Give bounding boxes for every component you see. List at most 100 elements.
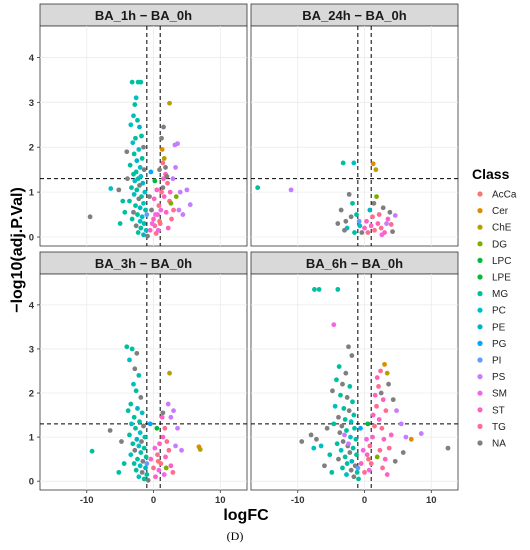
data-point [372, 423, 377, 429]
data-point [137, 430, 143, 436]
data-point [129, 216, 135, 222]
x-tick-label: -10 [80, 495, 94, 506]
x-tick-label: 0 [362, 495, 367, 506]
data-point [141, 221, 147, 226]
facet-strip-title: BA_6h − BA_0h [306, 256, 403, 271]
data-point [129, 79, 135, 85]
data-point [348, 467, 354, 473]
data-point [367, 207, 373, 213]
y-tick-label: 4 [29, 53, 35, 64]
data-point [197, 447, 203, 452]
legend-entries: AcCa Cer ChE DG LPC LPE MG PC PE PG PI PS SM ST TG NA [477, 190, 517, 450]
data-point [141, 167, 147, 173]
data-point [129, 185, 134, 191]
data-point [338, 447, 344, 453]
data-point [331, 322, 337, 328]
x-tick-label: 0 [151, 495, 156, 506]
data-point [354, 452, 359, 458]
data-point [166, 447, 172, 453]
data-point [153, 474, 158, 480]
data-point [168, 200, 174, 206]
data-point [364, 218, 369, 224]
y-tick-label: 2 [29, 143, 34, 154]
data-point [327, 452, 333, 458]
data-point [357, 223, 363, 229]
data-point [128, 452, 134, 458]
data-point [347, 384, 353, 389]
data-point [159, 414, 165, 420]
data-point [165, 401, 171, 407]
data-point [137, 463, 143, 469]
data-point [89, 448, 95, 454]
data-point [380, 205, 386, 211]
data-point [372, 227, 377, 233]
data-point [149, 207, 154, 213]
data-point [163, 165, 168, 170]
data-point [390, 229, 395, 235]
data-point [157, 218, 162, 224]
data-point [334, 377, 339, 383]
data-point [380, 397, 386, 403]
data-point [164, 439, 170, 444]
data-point [149, 221, 155, 226]
data-point [398, 421, 404, 427]
data-point [130, 140, 136, 146]
data-point [161, 194, 167, 200]
data-point [116, 469, 122, 475]
data-point [376, 384, 381, 389]
data-point [376, 212, 382, 217]
data-point [164, 174, 170, 179]
data-point [344, 428, 349, 433]
data-point [163, 209, 169, 215]
legend-label: ST [492, 405, 505, 416]
legend-swatch [477, 357, 483, 363]
data-point [384, 472, 390, 477]
data-point [350, 399, 355, 405]
data-point [184, 187, 190, 193]
data-point [136, 147, 142, 152]
data-point [165, 180, 170, 186]
legend-swatch [477, 241, 483, 247]
data-point [138, 225, 144, 231]
data-point [364, 452, 370, 458]
data-point [176, 207, 182, 213]
data-point [337, 430, 343, 436]
data-point [152, 445, 158, 451]
data-point [187, 202, 193, 208]
data-point [125, 408, 131, 414]
data-point [374, 454, 380, 460]
y-tick-label: 3 [29, 98, 34, 109]
data-point [379, 232, 385, 238]
y-tick-label: 4 [29, 300, 35, 311]
data-point [167, 100, 172, 106]
data-point [141, 423, 146, 429]
legend-swatch [477, 257, 483, 263]
data-point [353, 436, 359, 442]
x-tick-label: 10 [215, 495, 226, 506]
data-point [368, 461, 374, 466]
facet-strip-title: BA_24h − BA_0h [302, 8, 406, 23]
data-point [336, 364, 342, 369]
data-point [377, 447, 383, 453]
data-point [128, 122, 134, 128]
data-point [354, 212, 359, 217]
legend-swatch [477, 374, 483, 380]
data-point [167, 370, 172, 376]
data-point [392, 213, 398, 218]
data-point [136, 443, 142, 449]
y-tick-label: 2 [29, 389, 34, 400]
data-point [143, 454, 149, 460]
data-point [124, 344, 130, 350]
data-point [385, 216, 391, 222]
legend-label: DG [492, 239, 507, 250]
data-point [367, 443, 373, 449]
legend-label: ChE [492, 223, 512, 234]
data-point [366, 467, 372, 473]
data-point [144, 212, 150, 217]
legend-swatch [477, 224, 483, 230]
x-tick-label: 10 [426, 495, 437, 506]
data-point [400, 450, 406, 455]
legend-title: Class [472, 166, 510, 182]
data-point [343, 370, 349, 376]
data-point [157, 441, 162, 447]
